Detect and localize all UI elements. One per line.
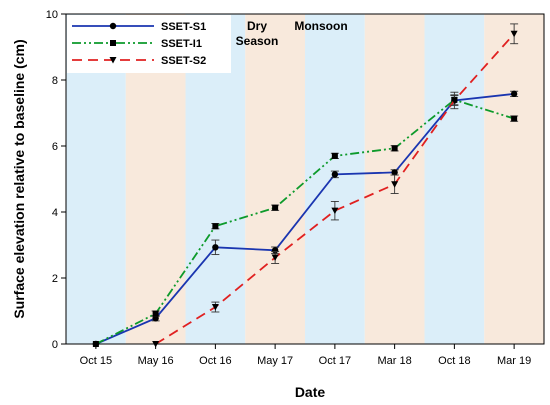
x-tick-label: May 17 xyxy=(257,355,293,367)
legend-label-sset-s2: SSET-S2 xyxy=(161,55,206,67)
data-point xyxy=(110,40,116,46)
season-band-dry xyxy=(484,14,544,344)
series-line xyxy=(95,92,515,345)
data-point xyxy=(109,57,117,64)
legend-label-sset-s1: SSET-S1 xyxy=(161,21,206,33)
season-labels: Dry Season Monsoon xyxy=(236,19,348,48)
season-band-dry xyxy=(245,14,305,344)
data-point xyxy=(510,90,518,98)
y-axis-title: Surface elevation relative to baseline (… xyxy=(11,39,27,318)
y-tick-label: 10 xyxy=(46,9,58,21)
data-point xyxy=(212,223,219,230)
series-layer xyxy=(92,23,519,348)
dry-season-label-line2: Season xyxy=(236,34,279,48)
series-sset-s2 xyxy=(152,23,519,348)
data-point xyxy=(272,204,279,211)
data-point xyxy=(212,244,219,251)
x-tick-label: Mar 18 xyxy=(378,355,412,367)
x-tick-label: Oct 16 xyxy=(199,355,231,367)
x-tick-label: Oct 18 xyxy=(438,355,470,367)
series-line xyxy=(95,98,515,345)
legend: SSET-S1 SSET-I1 SSET-S2 xyxy=(67,15,231,73)
y-tick-label: 8 xyxy=(52,75,58,87)
y-tick-label: 6 xyxy=(52,141,58,153)
x-tick-label: Mar 19 xyxy=(497,355,531,367)
series-sset-s1 xyxy=(92,90,519,348)
x-tick-label: May 16 xyxy=(138,355,174,367)
data-point xyxy=(271,254,279,262)
axes: 0 2 4 6 8 10 Oct 15 May 16 Oct 16 May 17 Oct 17 Mar… xyxy=(46,9,545,367)
x-tick-label: Oct 15 xyxy=(80,355,112,367)
data-point xyxy=(152,310,159,317)
dry-season-label-line1: Dry xyxy=(247,19,267,33)
data-point xyxy=(511,115,518,122)
data-point xyxy=(450,97,458,104)
season-band-monsoon xyxy=(305,14,365,344)
data-point xyxy=(391,181,399,188)
data-point xyxy=(211,304,219,311)
y-tick-label: 2 xyxy=(52,273,58,285)
data-point xyxy=(510,30,518,38)
legend-label-sset-i1: SSET-I1 xyxy=(161,38,202,50)
y-tick-label: 0 xyxy=(52,339,58,351)
y-tick-label: 4 xyxy=(52,207,58,219)
data-point xyxy=(331,207,339,215)
data-point xyxy=(331,152,338,159)
legend-box xyxy=(67,15,231,73)
data-point xyxy=(391,169,398,176)
x-axis-title: Date xyxy=(295,384,326,400)
data-point xyxy=(109,22,117,30)
season-band-monsoon xyxy=(424,14,485,344)
plot-frame xyxy=(65,13,545,345)
x-tick-label: Oct 17 xyxy=(319,355,351,367)
monsoon-label: Monsoon xyxy=(294,19,347,33)
data-point xyxy=(391,145,398,152)
series-sset-i1 xyxy=(92,94,519,347)
data-point xyxy=(331,171,339,178)
